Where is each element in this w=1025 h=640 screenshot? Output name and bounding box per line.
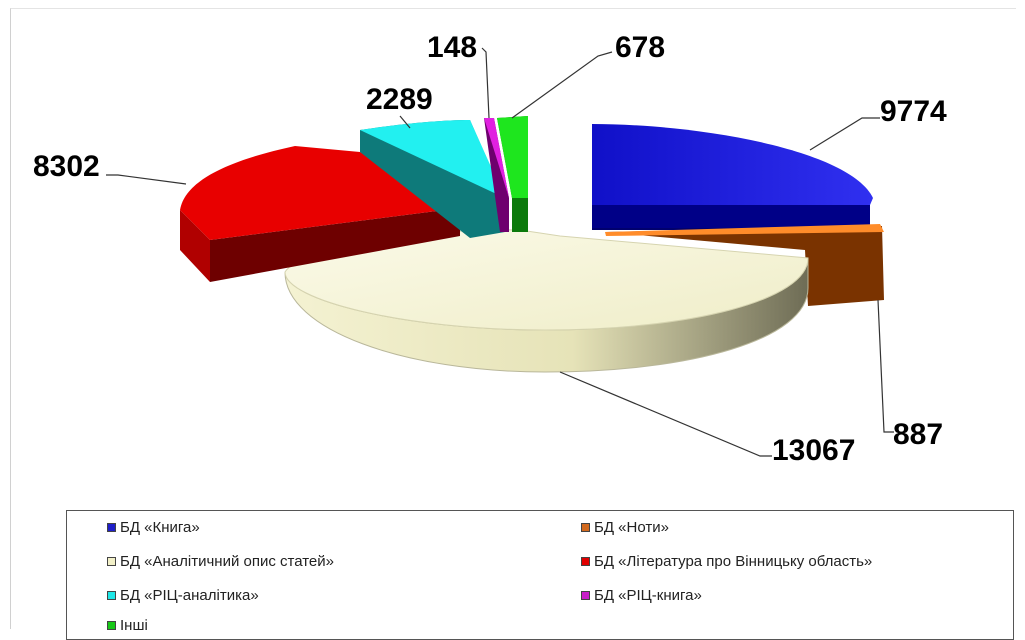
legend-swatch-ric-analityka xyxy=(107,591,116,600)
legend-item-ric-analityka: БД «РІЦ-аналітика» xyxy=(107,587,259,604)
legend-label-analitychnyi: БД «Аналітичний опис статей» xyxy=(120,553,334,570)
data-label-ric-analityka: 2289 xyxy=(366,83,433,116)
leader-line-knyha xyxy=(809,117,880,151)
slice-knyha xyxy=(592,124,873,230)
leader-line-inshi xyxy=(511,51,613,119)
pie-chart: 9774 887 13067 8302 2289 148 678 xyxy=(33,31,947,467)
data-label-literatura: 8302 xyxy=(33,150,100,183)
legend-swatch-analitychnyi xyxy=(107,557,116,566)
slice-inshi xyxy=(497,116,528,232)
legend-swatch-literatura xyxy=(581,557,590,566)
chart-legend: БД «Книга» БД «Ноти» БД «Аналітичний опи… xyxy=(66,510,1014,640)
legend-item-noty: БД «Ноти» xyxy=(581,519,669,536)
legend-swatch-ric-knyha xyxy=(581,591,590,600)
leader-line-literatura xyxy=(106,174,187,185)
legend-label-ric-analityka: БД «РІЦ-аналітика» xyxy=(120,587,259,604)
legend-swatch-knyha xyxy=(107,523,116,532)
slice-noty xyxy=(605,224,884,306)
leader-line-ric-knyha xyxy=(481,47,490,119)
slice-ric-knyha xyxy=(484,118,509,232)
legend-item-inshi: Інші xyxy=(107,617,148,634)
legend-label-literatura: БД «Література про Вінницьку область» xyxy=(594,553,873,570)
slice-ric-analityka xyxy=(360,120,505,238)
legend-item-ric-knyha: БД «РІЦ-книга» xyxy=(581,587,702,604)
legend-label-knyha: БД «Книга» xyxy=(120,519,200,536)
legend-label-noty: БД «Ноти» xyxy=(594,519,669,536)
legend-label-inshi: Інші xyxy=(120,617,148,634)
data-label-knyha: 9774 xyxy=(880,95,947,128)
legend-item-analitychnyi: БД «Аналітичний опис статей» xyxy=(107,553,334,570)
chart-frame xyxy=(10,8,1016,629)
legend-item-literatura: БД «Література про Вінницьку область» xyxy=(581,553,872,570)
data-label-ric-knyha: 148 xyxy=(427,31,477,64)
legend-item-knyha: БД «Книга» xyxy=(107,519,200,536)
leader-line-analitychnyi xyxy=(559,371,772,457)
leader-line-noty xyxy=(877,299,894,433)
legend-swatch-inshi xyxy=(107,621,116,630)
data-label-noty: 887 xyxy=(893,418,943,451)
leader-line-ric-analityka xyxy=(399,115,411,129)
legend-swatch-noty xyxy=(581,523,590,532)
legend-label-ric-knyha: БД «РІЦ-книга» xyxy=(594,587,702,604)
leader-lines xyxy=(106,47,894,457)
data-label-analitychnyi: 13067 xyxy=(772,434,855,467)
data-label-inshi: 678 xyxy=(615,31,665,64)
